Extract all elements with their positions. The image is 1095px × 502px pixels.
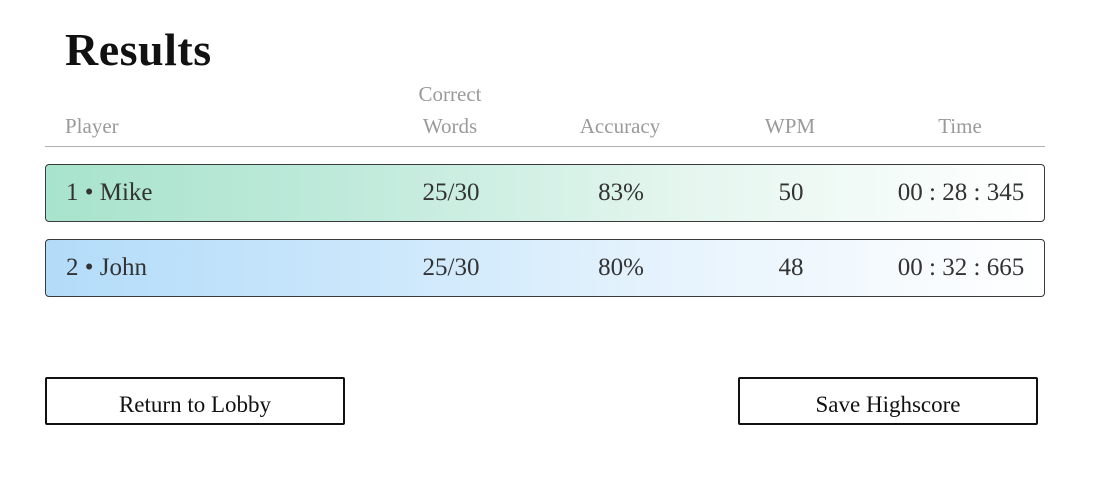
correct-words-value: 25/30 [422,179,480,206]
wpm-value: 50 [778,179,804,206]
accuracy-value: 83% [598,179,644,206]
column-header-correct-words-line1: Correct [418,82,482,106]
time-value: 00 : 28 : 345 [897,179,1025,206]
column-header-wpm: WPM [764,114,816,138]
column-header-accuracy: Accuracy [579,114,661,138]
player-name: 2 • John [66,254,147,281]
table-row: 2 • John 25/30 80% 48 00 : 32 : 665 [45,239,1045,297]
player-name: 1 • Mike [66,179,153,206]
save-highscore-button[interactable]: Save Highscore [738,377,1038,425]
time-value: 00 : 32 : 665 [897,254,1025,281]
column-header-correct-words-line2: Words [422,114,478,138]
table-row: 1 • Mike 25/30 83% 50 00 : 28 : 345 [45,164,1045,222]
accuracy-value: 80% [598,254,644,281]
return-to-lobby-button[interactable]: Return to Lobby [45,377,345,425]
wpm-value: 48 [778,254,804,281]
correct-words-value: 25/30 [422,254,480,281]
page-title: Results [65,24,212,75]
results-table-header: Player Correct Words Accuracy WPM Time [45,82,1045,147]
column-header-time: Time [938,114,982,138]
column-header-correct-words: Correct Words [390,78,510,142]
column-header-player: Player [65,114,119,138]
